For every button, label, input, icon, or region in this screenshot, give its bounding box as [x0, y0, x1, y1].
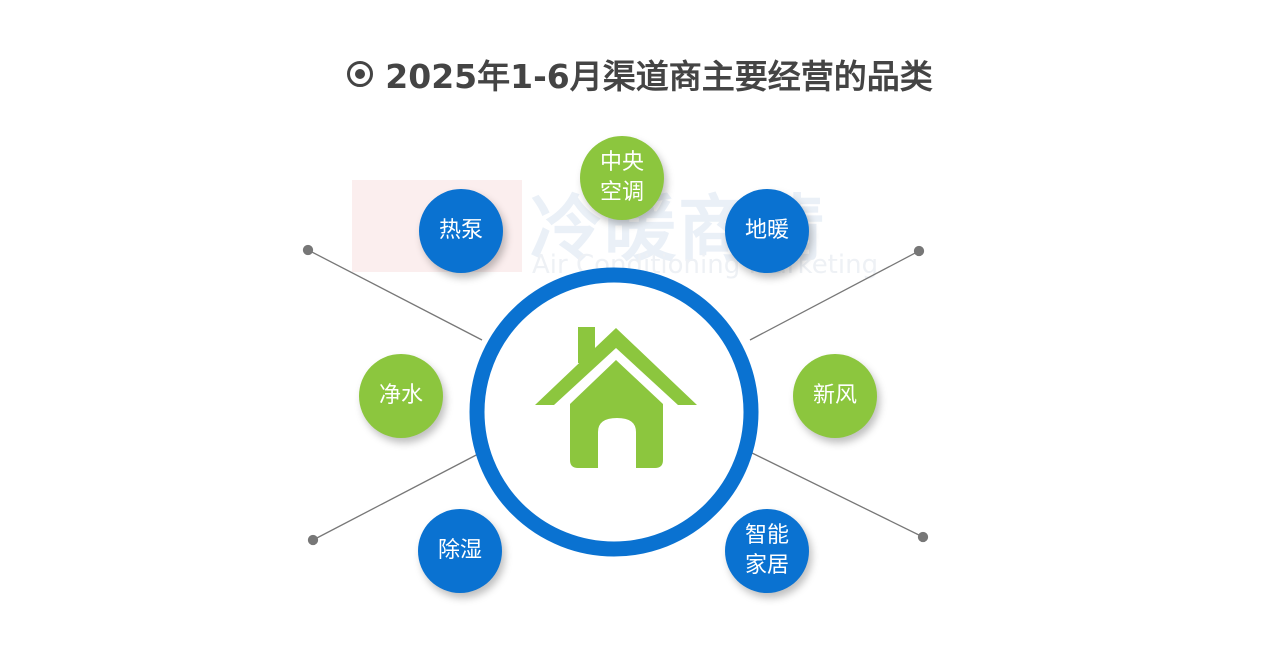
title-text: 2025年1-6月渠道商主要经营的品类 [385, 57, 933, 96]
category-label: 中央 [599, 150, 644, 175]
category-label: 新风 [812, 383, 857, 408]
category-label: 地暖 [744, 218, 789, 243]
connector-dot [307, 534, 319, 546]
connector-line [307, 249, 483, 341]
category-heat-pump: 热泵 [419, 189, 503, 273]
radio-target-icon [347, 61, 374, 87]
category-central-ac: 中央 空调 [580, 136, 664, 220]
category-label: 除湿 [437, 538, 482, 563]
category-fresh-air: 新风 [793, 354, 877, 438]
category-floor-heating: 地暖 [725, 189, 809, 273]
category-label: 净水 [378, 383, 423, 408]
connector-dot [913, 245, 925, 257]
connector-dot [917, 531, 929, 543]
page-title: 2025年1-6月渠道商主要经营的品类 [0, 50, 1280, 98]
connector-dot [302, 244, 314, 256]
connector-line [312, 451, 483, 541]
category-label: 热泵 [438, 218, 483, 243]
category-dehumidification: 除湿 [418, 509, 502, 593]
category-label: 智能 [744, 523, 789, 548]
category-water-purification: 净水 [359, 354, 443, 438]
house-icon [535, 327, 697, 468]
connector-line [749, 250, 920, 341]
category-label: 空调 [599, 180, 644, 205]
connector-line [749, 451, 924, 538]
category-label: 家居 [744, 553, 789, 578]
category-smart-home: 智能 家居 [725, 509, 809, 593]
